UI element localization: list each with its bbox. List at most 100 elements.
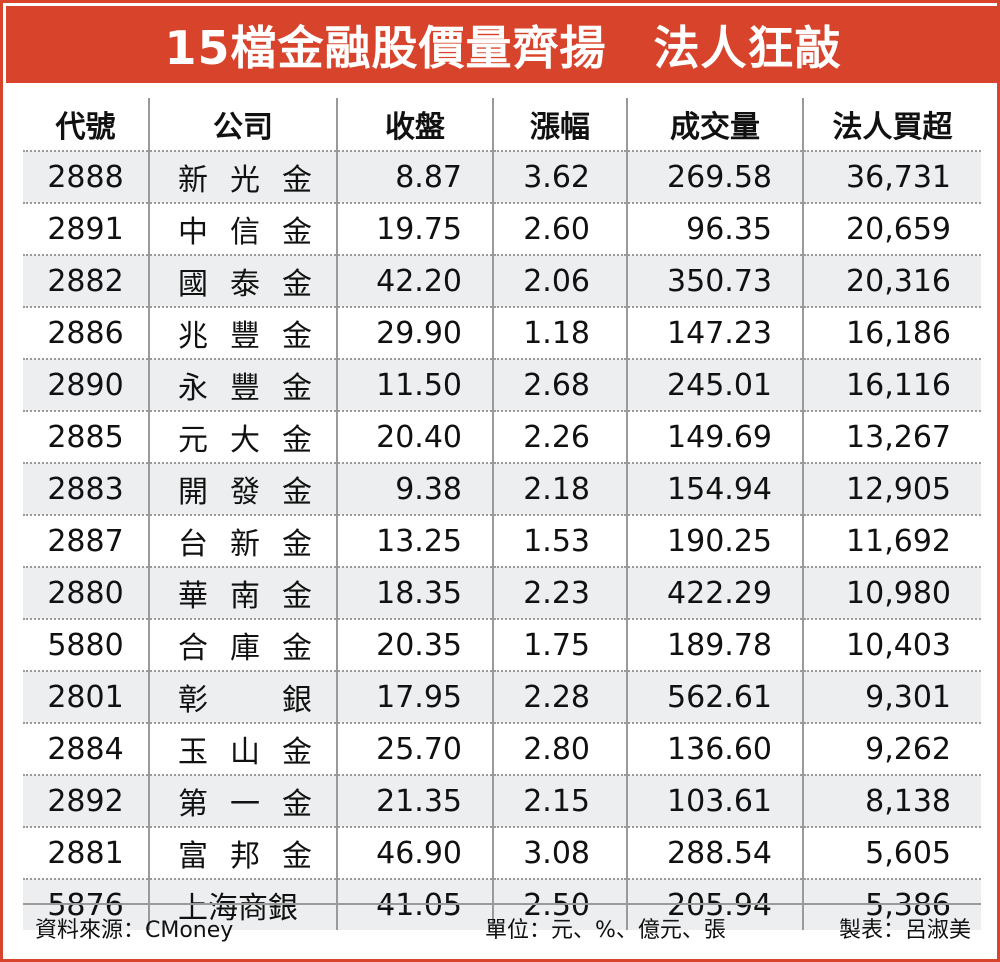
table-row: 2888 新光金 8.87 3.62 269.58 36,731	[23, 150, 981, 203]
company-name-part: 金	[282, 579, 312, 614]
cell-close: 18.35	[336, 566, 493, 619]
cell-code: 2880	[23, 566, 149, 619]
cell-change: 3.62	[492, 150, 627, 203]
company-name: 開發金	[178, 467, 312, 511]
table-row: 2891 中信金 19.75 2.60 96.35 20,659	[23, 202, 981, 255]
cell-close: 13.25	[336, 514, 493, 567]
company-name-part: 元	[178, 423, 208, 458]
cell-volume: 245.01	[626, 358, 803, 411]
cell-company: 第一金	[148, 774, 337, 827]
cell-net-buy: 9,262	[802, 722, 981, 775]
company-name-part: 一	[230, 787, 260, 822]
cell-change: 2.15	[492, 774, 627, 827]
data-table: 代號 公司 收盤 漲幅 成交量 法人買超 2888 新光金 8.87 3.62 269.…	[23, 98, 981, 930]
cell-change: 2.80	[492, 722, 627, 775]
header-row: 代號 公司 收盤 漲幅 成交量 法人買超	[23, 98, 981, 151]
company-name-part: 台	[178, 527, 208, 562]
company-name-part: 金	[282, 735, 312, 770]
cell-code: 2884	[23, 722, 149, 775]
footer: 資料來源：CMoney 單位：元、%、億元、張 製表：呂淑美	[23, 903, 981, 947]
company-name: 永豐金	[178, 363, 312, 407]
company-name-part: 國	[178, 267, 208, 302]
cell-net-buy: 9,301	[802, 670, 981, 723]
company-name-part: 新	[178, 163, 208, 198]
cell-change: 1.75	[492, 618, 627, 671]
cell-volume: 190.25	[626, 514, 803, 567]
cell-net-buy: 36,731	[802, 150, 981, 203]
cell-volume: 147.23	[626, 306, 803, 359]
cell-close: 8.87	[336, 150, 493, 203]
company-name-part: 金	[282, 267, 312, 302]
cell-volume: 288.54	[626, 826, 803, 879]
company-name-part: 發	[230, 475, 260, 510]
cell-net-buy: 16,116	[802, 358, 981, 411]
company-name-part: 金	[282, 839, 312, 874]
cell-code: 2881	[23, 826, 149, 879]
company-name: 上海商銀	[178, 883, 312, 927]
cell-company: 台新金	[148, 514, 337, 567]
cell-change: 2.28	[492, 670, 627, 723]
company-name-part: 銀	[282, 683, 312, 718]
company-name: 中信金	[178, 207, 312, 251]
cell-company: 合庫金	[148, 618, 337, 671]
company-name-part: 金	[282, 163, 312, 198]
company-name-part: 庫	[230, 631, 260, 666]
company-name-part: 永	[178, 371, 208, 406]
cell-net-buy: 5,605	[802, 826, 981, 879]
company-name-part: 上海商銀	[178, 891, 298, 926]
cell-company: 彰銀	[148, 670, 337, 723]
cell-close: 29.90	[336, 306, 493, 359]
cell-close: 9.38	[336, 462, 493, 515]
cell-company: 兆豐金	[148, 306, 337, 359]
cell-close: 17.95	[336, 670, 493, 723]
company-name-part: 山	[230, 735, 260, 770]
title-bar: 15檔金融股價量齊揚 法人狂敲	[6, 6, 1000, 83]
table-row: 2883 開發金 9.38 2.18 154.94 12,905	[23, 462, 981, 515]
cell-code: 2891	[23, 202, 149, 255]
company-name: 華南金	[178, 571, 312, 615]
company-name-part: 豐	[230, 371, 260, 406]
column-header-close: 收盤	[336, 98, 493, 151]
cell-volume: 562.61	[626, 670, 803, 723]
company-name-part: 金	[282, 475, 312, 510]
cell-code: 5880	[23, 618, 149, 671]
cell-company: 華南金	[148, 566, 337, 619]
company-name-part: 開	[178, 475, 208, 510]
company-name-part: 中	[178, 215, 208, 250]
cell-company: 元大金	[148, 410, 337, 463]
cell-code: 2888	[23, 150, 149, 203]
company-name-part: 第	[178, 787, 208, 822]
company-name-part: 豐	[230, 319, 260, 354]
table-row: 2892 第一金 21.35 2.15 103.61 8,138	[23, 774, 981, 827]
data-table-wrap: 代號 公司 收盤 漲幅 成交量 法人買超 2888 新光金 8.87 3.62 269.…	[23, 98, 981, 930]
source-note: 資料來源：CMoney	[35, 918, 234, 943]
column-header-company: 公司	[148, 98, 337, 151]
cell-change: 2.60	[492, 202, 627, 255]
cell-close: 25.70	[336, 722, 493, 775]
cell-close: 20.35	[336, 618, 493, 671]
table-row: 2890 永豐金 11.50 2.68 245.01 16,116	[23, 358, 981, 411]
company-name: 元大金	[178, 415, 312, 459]
cell-net-buy: 8,138	[802, 774, 981, 827]
cell-volume: 422.29	[626, 566, 803, 619]
cell-net-buy: 10,980	[802, 566, 981, 619]
company-name-part: 玉	[178, 735, 208, 770]
cell-change: 2.23	[492, 566, 627, 619]
column-header-code: 代號	[55, 110, 116, 145]
company-name: 彰銀	[178, 675, 312, 719]
cell-company: 新光金	[148, 150, 337, 203]
cell-close: 20.40	[336, 410, 493, 463]
cell-code: 2801	[23, 670, 149, 723]
table-row: 2886 兆豐金 29.90 1.18 147.23 16,186	[23, 306, 981, 359]
cell-volume: 189.78	[626, 618, 803, 671]
cell-volume: 350.73	[626, 254, 803, 307]
cell-code: 2883	[23, 462, 149, 515]
company-name: 玉山金	[178, 727, 312, 771]
table-row: 2887 台新金 13.25 1.53 190.25 11,692	[23, 514, 981, 567]
column-header-change: 漲幅	[492, 98, 627, 151]
cell-change: 2.18	[492, 462, 627, 515]
unit-note: 單位：元、%、億元、張	[485, 918, 726, 943]
company-name-part: 兆	[178, 319, 208, 354]
column-header-net-buy: 法人買超	[802, 98, 981, 151]
company-name-part: 金	[282, 423, 312, 458]
